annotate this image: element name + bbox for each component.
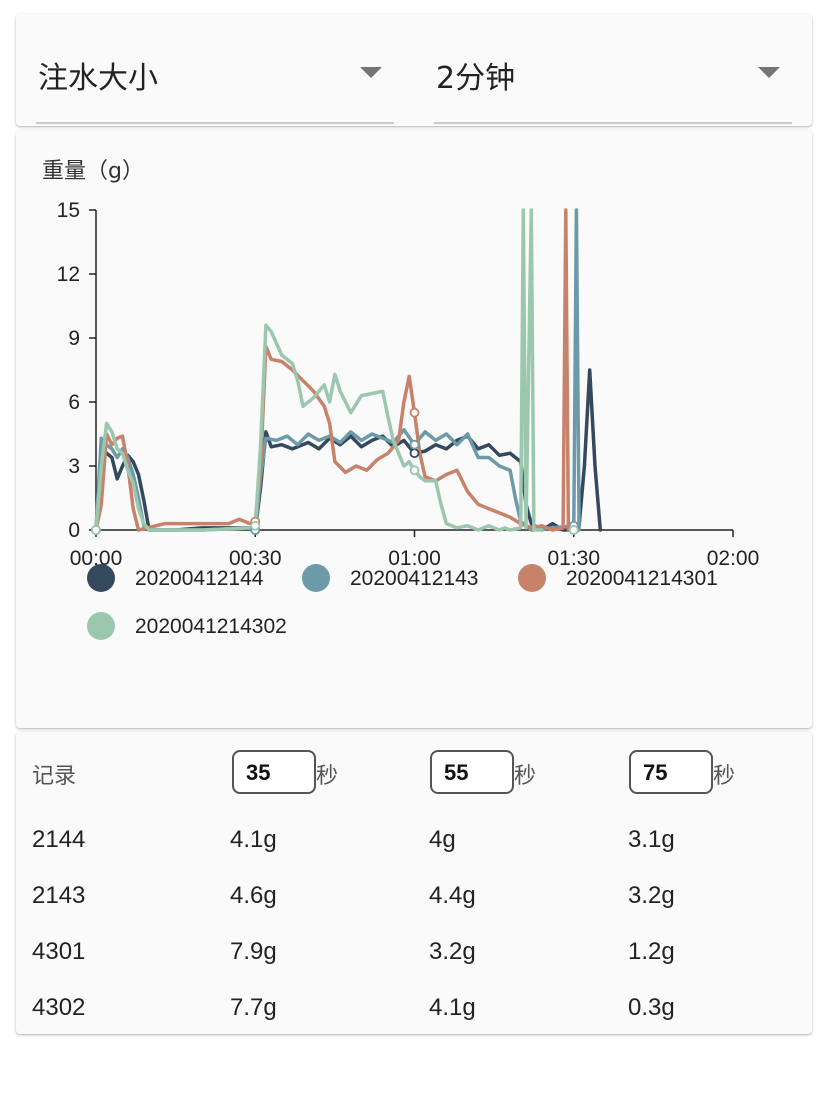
legend-swatch bbox=[87, 564, 115, 592]
series-marker bbox=[250, 520, 261, 531]
x-tick-label: 00:00 bbox=[70, 547, 123, 570]
x-tick-label: 01:30 bbox=[547, 547, 600, 570]
chart-card: 重量（g） 0 3 6 9 12 15 00:00 00:30 01:00 01:30 02:00 2… bbox=[16, 131, 812, 728]
table-cell: 4.1g bbox=[429, 994, 476, 1021]
metric-select[interactable]: 注水大小 bbox=[36, 50, 394, 124]
seconds-input-2[interactable]: 55 bbox=[430, 750, 514, 794]
y-tick-label: 0 bbox=[68, 519, 80, 542]
seconds-unit-label: 秒 bbox=[713, 764, 736, 789]
record-id: 4302 bbox=[32, 994, 86, 1021]
table-cell: 4.6g bbox=[230, 882, 277, 909]
table-cell: 3.2g bbox=[429, 938, 476, 965]
record-column-header: 记录 bbox=[32, 763, 77, 788]
legend-swatch bbox=[518, 564, 546, 592]
series-marker bbox=[568, 525, 579, 535]
table-cell: 4.4g bbox=[429, 882, 476, 909]
y-tick-label: 3 bbox=[68, 455, 80, 478]
series-line-20200412143 bbox=[94, 208, 581, 532]
y-tick-label: 9 bbox=[68, 327, 80, 350]
series-marker bbox=[91, 525, 101, 535]
y-axis-title: 重量（g） bbox=[42, 159, 144, 184]
dropdown-arrow-icon bbox=[360, 67, 382, 78]
seconds-input-3[interactable]: 75 bbox=[629, 750, 713, 794]
selector-card: 注水大小 2分钟 bbox=[16, 14, 812, 126]
x-tick-label: 00:30 bbox=[229, 547, 282, 570]
series-marker bbox=[409, 465, 420, 476]
legend-swatch bbox=[87, 612, 115, 640]
x-tick-label: 02:00 bbox=[707, 547, 760, 570]
legend-label: 2020041214302 bbox=[135, 615, 287, 638]
table-cell: 3.2g bbox=[628, 882, 675, 909]
series-marker bbox=[409, 448, 420, 459]
record-id: 4301 bbox=[32, 938, 86, 965]
table-cell: 4.1g bbox=[230, 826, 277, 853]
table-cell: 7.9g bbox=[230, 938, 277, 965]
table-cell: 4g bbox=[429, 826, 456, 853]
x-tick-label: 01:00 bbox=[388, 547, 441, 570]
table-cell: 3.1g bbox=[628, 826, 675, 853]
seconds-unit-label: 秒 bbox=[514, 764, 537, 789]
record-table-card: 记录 35 秒 55 秒 75 秒 2144 4.1g 4g 3.1g 2143… bbox=[16, 732, 812, 1034]
y-tick-label: 6 bbox=[68, 391, 80, 414]
record-id: 2143 bbox=[32, 882, 86, 909]
series-line-2020041214301 bbox=[94, 208, 571, 532]
record-id: 2144 bbox=[32, 826, 86, 853]
duration-select-value: 2分钟 bbox=[436, 61, 516, 96]
metric-select-value: 注水大小 bbox=[38, 61, 158, 96]
duration-select[interactable]: 2分钟 bbox=[434, 50, 792, 124]
table-cell: 1.2g bbox=[628, 938, 675, 965]
series-line-2020041214302 bbox=[94, 208, 544, 532]
y-tick-label: 12 bbox=[57, 263, 80, 286]
legend-label: 20200412144 bbox=[135, 567, 264, 590]
y-tick-label: 15 bbox=[57, 199, 80, 222]
dropdown-arrow-icon bbox=[758, 67, 780, 78]
seconds-input-1[interactable]: 35 bbox=[232, 750, 316, 794]
legend-swatch bbox=[302, 564, 330, 592]
seconds-unit-label: 秒 bbox=[316, 764, 339, 789]
legend-label: 20200412143 bbox=[350, 567, 478, 590]
table-cell: 7.7g bbox=[230, 994, 277, 1021]
series-marker bbox=[409, 439, 420, 450]
series-marker bbox=[409, 407, 420, 418]
legend-label: 2020041214301 bbox=[566, 567, 718, 590]
table-cell: 0.3g bbox=[628, 994, 675, 1021]
